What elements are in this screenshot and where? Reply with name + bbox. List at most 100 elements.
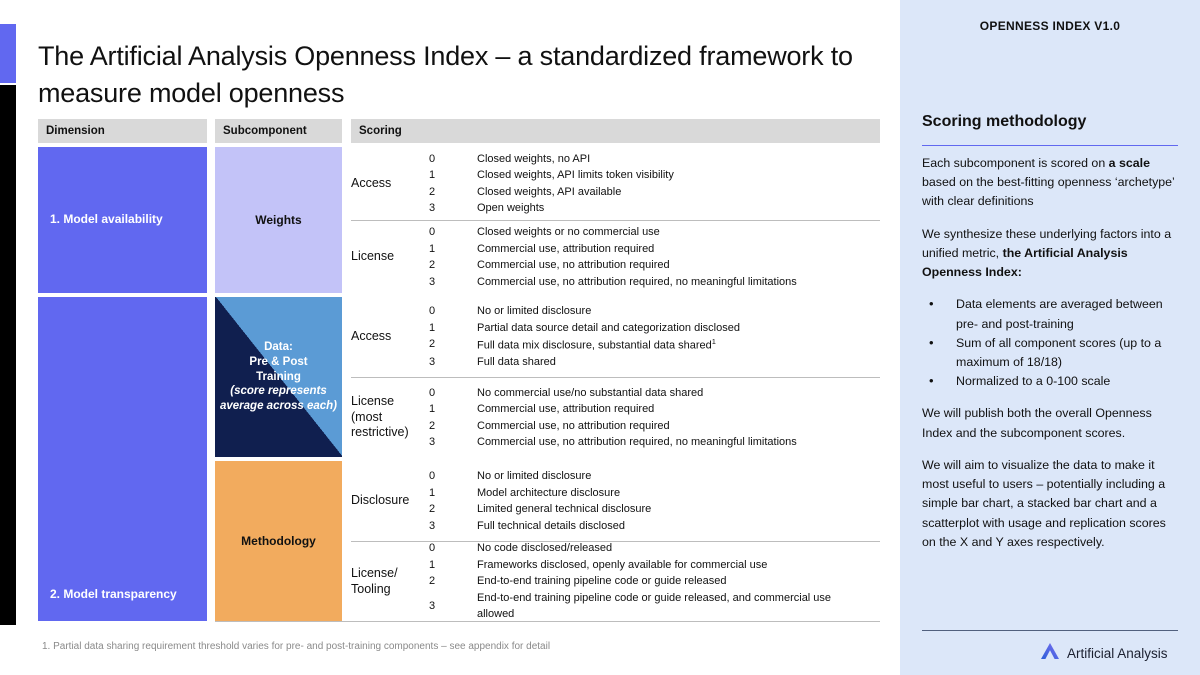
panel-footer-divider	[922, 630, 1178, 631]
score-value: 2	[429, 185, 436, 198]
panel-body: Each subcomponent is scored on a scale b…	[922, 154, 1180, 565]
score-value: 2	[429, 259, 436, 271]
panel-text-run-bold: the Artificial Analysis Openness Index:	[922, 245, 1128, 280]
brand-lockup: Artificial Analysis	[1040, 642, 1168, 665]
score-group-license: License 0 Closed weights or no commercial…	[351, 220, 880, 293]
score-group-label: Disclosure	[351, 493, 410, 508]
score-value: 0	[429, 386, 436, 399]
list-item: Sum of all component scores (up to a max…	[922, 333, 1180, 372]
score-description: Closed weights, API available	[477, 185, 622, 198]
score-group-license-tooling: License/ Tooling 0 No code disclosed/rele…	[351, 541, 880, 621]
score-group-label: Access	[351, 329, 392, 344]
score-description: No commercial use/no substantial data sh…	[477, 386, 704, 399]
score-row: 2 Full data mix disclosure, substantial d…	[429, 336, 880, 354]
subcomponent-title-line-1: Data:	[264, 341, 293, 354]
score-group-access: Access 0 Closed weights, no API 1 Closed w…	[351, 147, 880, 220]
table-row: 1. Model availability Weights Access 0 Cl…	[38, 147, 880, 293]
score-row: 0 No code disclosed/released	[429, 540, 880, 557]
score-value: 1	[429, 403, 436, 415]
score-value: 0	[429, 226, 436, 238]
column-header-dimension: Dimension	[38, 119, 207, 143]
subcomponent-cell-methodology: Methodology	[215, 461, 342, 621]
panel-heading-divider	[922, 145, 1178, 146]
dimension-cell-model-transparency: 2. Model transparency	[38, 297, 207, 621]
score-description: No code disclosed/released	[477, 542, 613, 555]
score-value: 3	[429, 519, 436, 532]
score-value: 3	[429, 436, 436, 448]
score-value: 1	[429, 169, 436, 181]
score-value: 0	[429, 152, 436, 165]
score-row: 1 Commercial use, attribution required	[429, 241, 880, 258]
score-row: 3 Full technical details disclosed	[429, 518, 880, 535]
score-description: End-to-end training pipeline code or gui…	[477, 591, 832, 621]
score-value: 3	[429, 600, 436, 612]
score-row: 3 Full data shared	[429, 354, 880, 371]
score-row: 2 Commercial use, no attribution required	[429, 257, 880, 274]
score-row: 1 Partial data source detail and categori…	[429, 320, 880, 337]
panel-paragraph-1: Each subcomponent is scored on a scale b…	[922, 154, 1180, 212]
panel-bullet-list: Data elements are averaged between pre- …	[922, 294, 1180, 391]
score-value: 0	[429, 470, 436, 482]
dimension-cell-model-availability: 1. Model availability	[38, 147, 207, 293]
score-row: 0 No commercial use/no substantial data s…	[429, 385, 880, 402]
column-header-scoring: Scoring	[351, 119, 880, 143]
score-row: 2 Limited general technical disclosure	[429, 501, 880, 518]
score-value: 3	[429, 275, 436, 288]
score-row: 2 Commercial use, no attribution required	[429, 418, 880, 435]
score-value: 1	[429, 321, 436, 334]
table-bottom-divider	[215, 621, 880, 622]
left-accent-bar-purple	[0, 24, 16, 83]
left-accent-bar-black	[0, 85, 16, 625]
score-row: 0 Closed weights, no API	[429, 151, 880, 168]
score-description: Limited general technical disclosure	[477, 503, 652, 515]
score-row: 0 Closed weights or no commercial use	[429, 224, 880, 241]
score-description: Full data mix disclosure, substantial da…	[477, 337, 716, 352]
subcomponent-title-line-2: Pre & Post	[249, 355, 308, 368]
score-value: 3	[429, 356, 436, 369]
subcomponent-cell-weights: Weights	[215, 147, 342, 293]
score-description: Open weights	[477, 202, 545, 214]
score-description: Commercial use, no attribution required	[477, 259, 670, 271]
column-header-subcomponent: Subcomponent	[215, 119, 342, 143]
panel-paragraph-3: We will publish both the overall Opennes…	[922, 406, 1152, 440]
score-value: 1	[429, 558, 436, 571]
score-row: 0 No or limited disclosure	[429, 303, 880, 320]
subcomponent-title-line-3: Training	[256, 370, 301, 383]
score-description: No or limited disclosure	[477, 470, 592, 482]
score-value: 0	[429, 305, 436, 318]
score-row: 0 No or limited disclosure	[429, 468, 880, 485]
score-description: Closed weights or no commercial use	[477, 226, 660, 238]
panel-paragraph-2: We synthesize these underlying factors i…	[922, 225, 1180, 283]
score-description: Commercial use, no attribution required	[477, 419, 670, 432]
right-side-panel: OPENNESS INDEX V1.0 Scoring methodology …	[900, 0, 1200, 675]
score-row: 3 Commercial use, no attribution required…	[429, 434, 880, 451]
score-description: End-to-end training pipeline code or gui…	[477, 575, 727, 588]
score-value: 1	[429, 486, 436, 499]
score-row: 1 Frameworks disclosed, openly available …	[429, 557, 880, 574]
table-row: 2. Model transparency Data: Pre & Post T…	[38, 297, 880, 621]
scoring-cell-weights: Access 0 Closed weights, no API 1 Closed w…	[351, 147, 880, 293]
score-description: Full data shared	[477, 356, 556, 369]
score-description: Commercial use, no attribution required,…	[477, 436, 797, 448]
subcomponent-note: (score represents average across each)	[220, 385, 337, 413]
panel-text-run: Each subcomponent is scored on	[922, 156, 1109, 170]
openness-index-table: Dimension Subcomponent Scoring 1. Model …	[38, 119, 880, 622]
score-row: 3 Commercial use, no attribution required…	[429, 274, 880, 291]
score-value: 2	[429, 503, 436, 515]
score-group-label: License	[351, 249, 395, 264]
score-row: 3 Open weights	[429, 200, 880, 217]
panel-eyebrow-label: OPENNESS INDEX V1.0	[979, 19, 1121, 33]
score-group-access: Access 0 No or limited disclosure 1 Partia…	[351, 297, 880, 377]
page-title: The Artificial Analysis Openness Index –…	[38, 41, 853, 109]
list-item: Normalized to a 0-100 scale	[922, 371, 1180, 391]
score-value: 2	[429, 575, 436, 588]
score-row: 1 Commercial use, attribution required	[429, 401, 880, 418]
subcomponent-cell-data-pre-post-training: Data: Pre & Post Training (score represe…	[215, 297, 342, 457]
score-description: No or limited disclosure	[477, 305, 592, 318]
score-value: 1	[429, 242, 436, 255]
score-description: Model architecture disclosure	[477, 486, 621, 499]
scoring-cell-methodology: Disclosure 0 No or limited disclosure 1 Mo…	[351, 461, 880, 621]
score-row: 2 Closed weights, API available	[429, 184, 880, 201]
score-value: 2	[429, 419, 436, 432]
list-item: Data elements are averaged between pre- …	[922, 294, 1180, 333]
